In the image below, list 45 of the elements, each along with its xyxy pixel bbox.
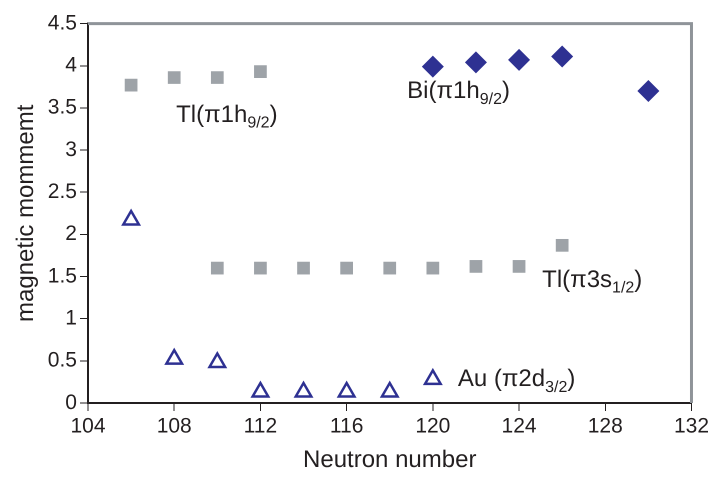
point (512, 260, 526, 273)
point (168, 71, 181, 84)
point (426, 262, 440, 274)
y-tick-label: 0 (65, 390, 77, 414)
point (338, 382, 356, 398)
point (464, 51, 487, 74)
y-tick-label: 1.5 (48, 264, 77, 288)
y-tick-label: 2 (65, 222, 77, 246)
point (208, 352, 226, 368)
x-tick-label: 104 (70, 414, 106, 438)
point (294, 382, 313, 398)
point (637, 80, 660, 102)
y-tick-label: 4 (65, 54, 78, 77)
x-tick-label: 128 (588, 414, 623, 438)
y-tick-label: 4.5 (48, 11, 77, 34)
y-tick-label: 3.5 (48, 96, 77, 119)
x-tick-label: 108 (156, 414, 192, 438)
point (165, 348, 184, 365)
x-tick-label: 120 (415, 414, 450, 438)
point (124, 78, 138, 92)
point (254, 262, 267, 274)
point (297, 262, 310, 274)
x-tick-label: 124 (502, 414, 537, 438)
y-tick-label: 0.5 (48, 348, 77, 372)
point (380, 382, 399, 398)
point (508, 48, 530, 71)
point (551, 45, 574, 68)
point (556, 238, 569, 252)
point (383, 262, 396, 274)
point (424, 369, 442, 386)
y-tick-label: 3 (65, 138, 77, 161)
x-axis-title: Neutron number (303, 446, 476, 474)
point (254, 65, 267, 78)
y-tick-label: 1 (65, 306, 77, 330)
point (210, 71, 224, 84)
point (210, 262, 224, 274)
y-axis-title: magnetic mommemt (12, 104, 40, 322)
x-tick-label: 132 (674, 414, 710, 438)
point (470, 260, 482, 273)
point (251, 382, 270, 398)
point (422, 56, 444, 78)
point (340, 262, 353, 274)
x-tick-label: 112 (244, 414, 278, 438)
y-tick-label: 2.5 (48, 180, 77, 204)
x-tick-label: 116 (330, 414, 364, 438)
